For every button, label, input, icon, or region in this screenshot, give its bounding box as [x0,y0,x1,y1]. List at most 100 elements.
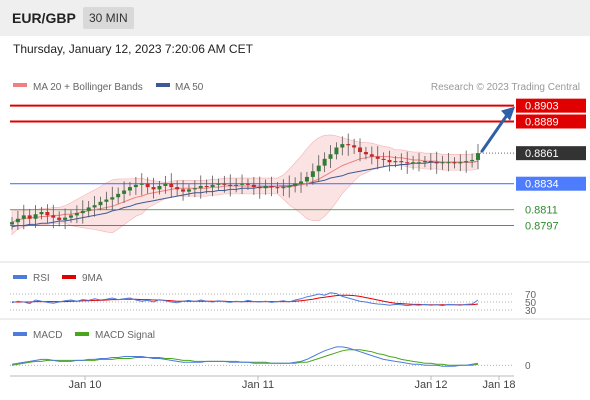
candle-body [45,211,50,216]
x-tick-label: Jan 12 [414,379,447,391]
candle-body [346,144,351,146]
candle-body [122,190,127,194]
candle-body [198,185,203,189]
candle-body [133,184,138,188]
forecast-arrow-head [501,106,515,121]
candle-body [422,161,427,163]
level-label-0.8834: 0.8834 [525,179,559,191]
candle-body [340,144,345,148]
candle-body [405,162,410,164]
candle-body [281,187,286,189]
timeframe-button[interactable]: 30 MIN [83,7,134,29]
candle-body [181,189,186,192]
legend-rsi-label: RSI [33,273,50,284]
candle-body [328,154,333,159]
x-tick-label: Jan 11 [242,379,274,391]
candle-body [175,187,180,190]
candle-body [21,215,26,219]
candle-body [428,161,433,163]
level-label-0.8903: 0.8903 [525,101,559,113]
candle-body [363,152,368,155]
price-panel: 0.8903 0.8889 0.8834 0.8811 0.8797 0.8861 [10,98,586,236]
candle-body [304,176,309,182]
legend-ma50-swatch [156,83,170,87]
candle-body [39,211,44,215]
candle-body [287,185,292,188]
candle-body [216,183,221,185]
candle-body [275,187,280,189]
candle-body [476,153,480,160]
candle-body [269,185,274,188]
rsi-tick-50: 50 [525,298,537,309]
candle-body [452,162,457,164]
candle-body [98,201,103,206]
chart-header: EUR/GBP 30 MIN [0,0,590,36]
candle-body [68,215,73,218]
legend-rsi-swatch [13,275,27,279]
candle-body [234,184,239,186]
x-tick-label: Jan 18 [482,379,515,391]
candle-body [145,183,150,188]
candle-body [334,147,339,155]
candle-body [440,162,445,164]
level-tag-0.8903 [516,98,586,113]
legend-bollinger-swatch [13,83,27,87]
candle-body [263,185,268,189]
candle-body [352,145,357,148]
legend-macd-signal-label: MACD Signal [95,330,155,341]
candle-body [251,184,256,188]
macd-signal-line [11,349,479,366]
candle-body [192,188,197,190]
macd-panel: 0 [10,346,531,372]
candle-body [204,185,209,188]
candle-body [240,183,245,185]
ma50-line [11,160,479,228]
legend-macd-label: MACD [33,330,62,341]
candle-body [15,218,20,223]
timestamp: Thursday, January 12, 2023 7:20:06 AM CE… [13,42,253,56]
rsi-tick-30: 30 [525,306,537,317]
candle-body [310,171,315,177]
candle-body [51,215,56,218]
candle-body [464,161,469,163]
candle-body [245,183,250,185]
candle-body [293,183,298,186]
level-label-0.8811: 0.8811 [525,205,558,217]
candle-body [399,161,404,163]
candle-body [210,184,215,188]
candle-body [10,222,14,225]
candle-body [322,158,327,166]
candle-body [74,213,79,216]
candle-body [163,183,168,186]
macd-tick-0: 0 [525,361,531,372]
x-tick-label: Jan 10 [68,379,101,391]
candle-body [381,158,386,160]
current-price-label: 0.8861 [525,148,559,160]
candle-body [299,181,304,184]
candle-body [139,183,144,185]
candle-body [446,162,451,164]
candle-body [92,205,97,208]
candle-body [63,217,68,220]
legend-ma50-label: MA 50 [175,82,204,93]
legend-macd-signal-swatch [75,332,89,336]
level-tag-0.8889 [516,114,586,129]
candle-body [127,187,132,191]
rsi-line [11,292,479,307]
candle-body [387,159,392,163]
candle-body [411,162,416,164]
candle-body [316,165,321,172]
legend-bollinger-label: MA 20 + Bollinger Bands [33,82,143,93]
candle-body [228,184,233,186]
level-tag-0.8834 [516,176,586,191]
candle-body [116,193,121,198]
candle-body [27,215,32,219]
bollinger-band [11,134,479,236]
forecast-arrow-shaft [480,112,510,153]
legend-rsi-ma-swatch [62,275,76,279]
candle-body [33,214,38,219]
candle-body [358,147,363,153]
candle-body [458,162,463,164]
